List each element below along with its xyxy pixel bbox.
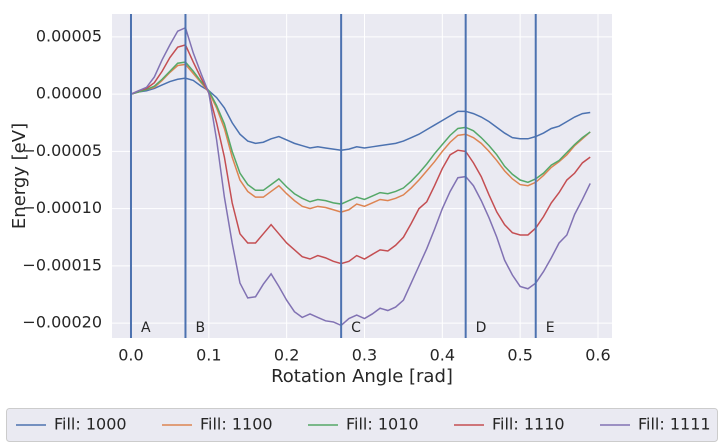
y-tick-label: 0.00005: [36, 26, 102, 45]
legend-label: Fill: 1111: [638, 415, 711, 434]
marker-label: A: [141, 320, 151, 336]
y-tick-label: 0.00000: [36, 84, 102, 103]
legend-label: Fill: 1000: [54, 415, 127, 434]
marker-label: D: [476, 320, 487, 336]
legend: [6, 408, 718, 442]
y-tick-label: −0.00015: [22, 255, 102, 274]
x-tick-label: 0.0: [118, 346, 143, 365]
y-tick-label: −0.00005: [22, 141, 102, 160]
x-tick-label: 0.3: [352, 346, 377, 365]
x-tick-label: 0.1: [196, 346, 221, 365]
y-tick-label: −0.00020: [22, 313, 102, 332]
y-axis-label: Energy [eV]: [9, 123, 30, 229]
marker-label: B: [195, 320, 205, 336]
marker-label: E: [546, 320, 555, 336]
x-axis-label: Rotation Angle [rad]: [271, 366, 453, 387]
x-tick-label: 0.2: [274, 346, 299, 365]
legend-label: Fill: 1110: [492, 415, 565, 434]
legend-label: Fill: 1100: [200, 415, 273, 434]
x-tick-label: 0.4: [430, 346, 455, 365]
x-tick-label: 0.5: [507, 346, 532, 365]
data-line: [130, 26, 591, 327]
marker-label: C: [351, 320, 361, 336]
plot-area: [112, 14, 612, 338]
y-tick-label: −0.00010: [22, 198, 102, 217]
legend-label: Fill: 1010: [346, 415, 419, 434]
x-tick-label: 0.6: [585, 346, 610, 365]
